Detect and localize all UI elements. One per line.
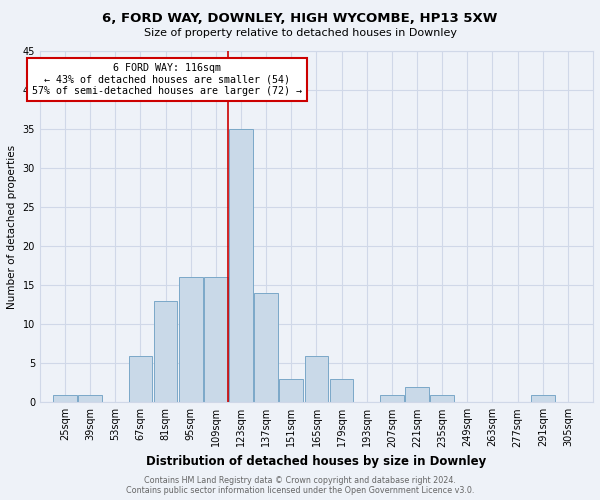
Bar <box>305 356 328 403</box>
Text: Size of property relative to detached houses in Downley: Size of property relative to detached ho… <box>143 28 457 38</box>
Text: 6 FORD WAY: 116sqm
← 43% of detached houses are smaller (54)
57% of semi-detache: 6 FORD WAY: 116sqm ← 43% of detached hou… <box>32 62 302 96</box>
Bar <box>430 394 454 402</box>
Bar <box>405 386 429 402</box>
Text: Contains HM Land Registry data © Crown copyright and database right 2024.
Contai: Contains HM Land Registry data © Crown c… <box>126 476 474 495</box>
Bar <box>254 293 278 403</box>
Bar <box>280 379 303 402</box>
Bar <box>531 394 554 402</box>
Bar <box>154 301 178 402</box>
Text: 6, FORD WAY, DOWNLEY, HIGH WYCOMBE, HP13 5XW: 6, FORD WAY, DOWNLEY, HIGH WYCOMBE, HP13… <box>103 12 497 26</box>
Bar <box>53 394 77 402</box>
Bar <box>330 379 353 402</box>
Bar <box>128 356 152 403</box>
Bar <box>204 278 228 402</box>
Bar <box>78 394 102 402</box>
Bar <box>380 394 404 402</box>
Bar <box>229 129 253 402</box>
Bar <box>179 278 203 402</box>
X-axis label: Distribution of detached houses by size in Downley: Distribution of detached houses by size … <box>146 455 487 468</box>
Y-axis label: Number of detached properties: Number of detached properties <box>7 144 17 308</box>
